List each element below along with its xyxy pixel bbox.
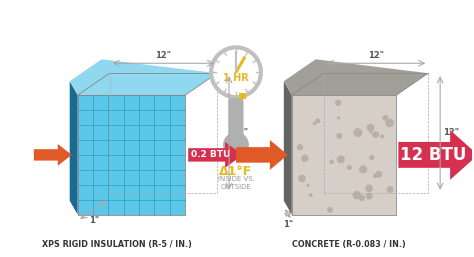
Circle shape <box>358 195 365 201</box>
Text: CONCRETE (R-0.083 / IN.): CONCRETE (R-0.083 / IN.) <box>292 240 406 249</box>
Circle shape <box>327 207 333 213</box>
Circle shape <box>380 134 384 139</box>
Polygon shape <box>70 59 217 95</box>
Text: OUTSIDE: OUTSIDE <box>220 184 251 190</box>
Polygon shape <box>284 81 292 215</box>
Text: INSIDE VS.: INSIDE VS. <box>218 176 255 182</box>
Circle shape <box>372 131 379 138</box>
Polygon shape <box>70 81 78 215</box>
Circle shape <box>383 115 388 121</box>
Text: 1": 1" <box>283 220 293 229</box>
Circle shape <box>373 173 378 178</box>
Circle shape <box>385 118 394 127</box>
Circle shape <box>354 128 363 137</box>
Circle shape <box>369 131 373 134</box>
Circle shape <box>369 155 374 160</box>
Bar <box>238 93 246 99</box>
Circle shape <box>387 186 393 193</box>
Circle shape <box>366 193 373 200</box>
Circle shape <box>211 47 261 97</box>
Polygon shape <box>236 140 288 170</box>
Circle shape <box>301 154 309 162</box>
Text: 12": 12" <box>368 51 384 60</box>
Text: 0.2 BTU: 0.2 BTU <box>191 150 230 159</box>
Circle shape <box>337 155 345 163</box>
FancyBboxPatch shape <box>228 98 244 139</box>
Circle shape <box>309 193 313 197</box>
Polygon shape <box>188 142 243 168</box>
Text: 1 HR: 1 HR <box>223 73 249 83</box>
Circle shape <box>335 100 341 106</box>
Text: XPS RIGID INSULATION (R-5 / IN.): XPS RIGID INSULATION (R-5 / IN.) <box>42 240 191 249</box>
Polygon shape <box>78 95 185 215</box>
Text: 12 BTU: 12 BTU <box>400 146 466 164</box>
Polygon shape <box>284 59 428 95</box>
Circle shape <box>297 144 303 150</box>
Polygon shape <box>34 144 72 166</box>
Text: 12": 12" <box>232 128 248 137</box>
Circle shape <box>315 118 320 123</box>
Circle shape <box>336 133 342 139</box>
Circle shape <box>359 165 367 173</box>
Circle shape <box>367 124 374 131</box>
Circle shape <box>365 185 373 192</box>
Text: 1": 1" <box>89 216 99 225</box>
Circle shape <box>313 122 316 125</box>
Circle shape <box>375 171 382 178</box>
Circle shape <box>307 184 310 187</box>
Circle shape <box>223 132 249 158</box>
Polygon shape <box>398 130 474 180</box>
Circle shape <box>329 160 334 164</box>
Circle shape <box>353 191 361 199</box>
Text: 12": 12" <box>443 128 459 137</box>
Circle shape <box>298 175 306 182</box>
Polygon shape <box>292 95 396 215</box>
Text: Δ1°F: Δ1°F <box>219 165 253 178</box>
Text: 12": 12" <box>155 51 171 60</box>
Circle shape <box>337 116 340 120</box>
Circle shape <box>347 165 352 170</box>
